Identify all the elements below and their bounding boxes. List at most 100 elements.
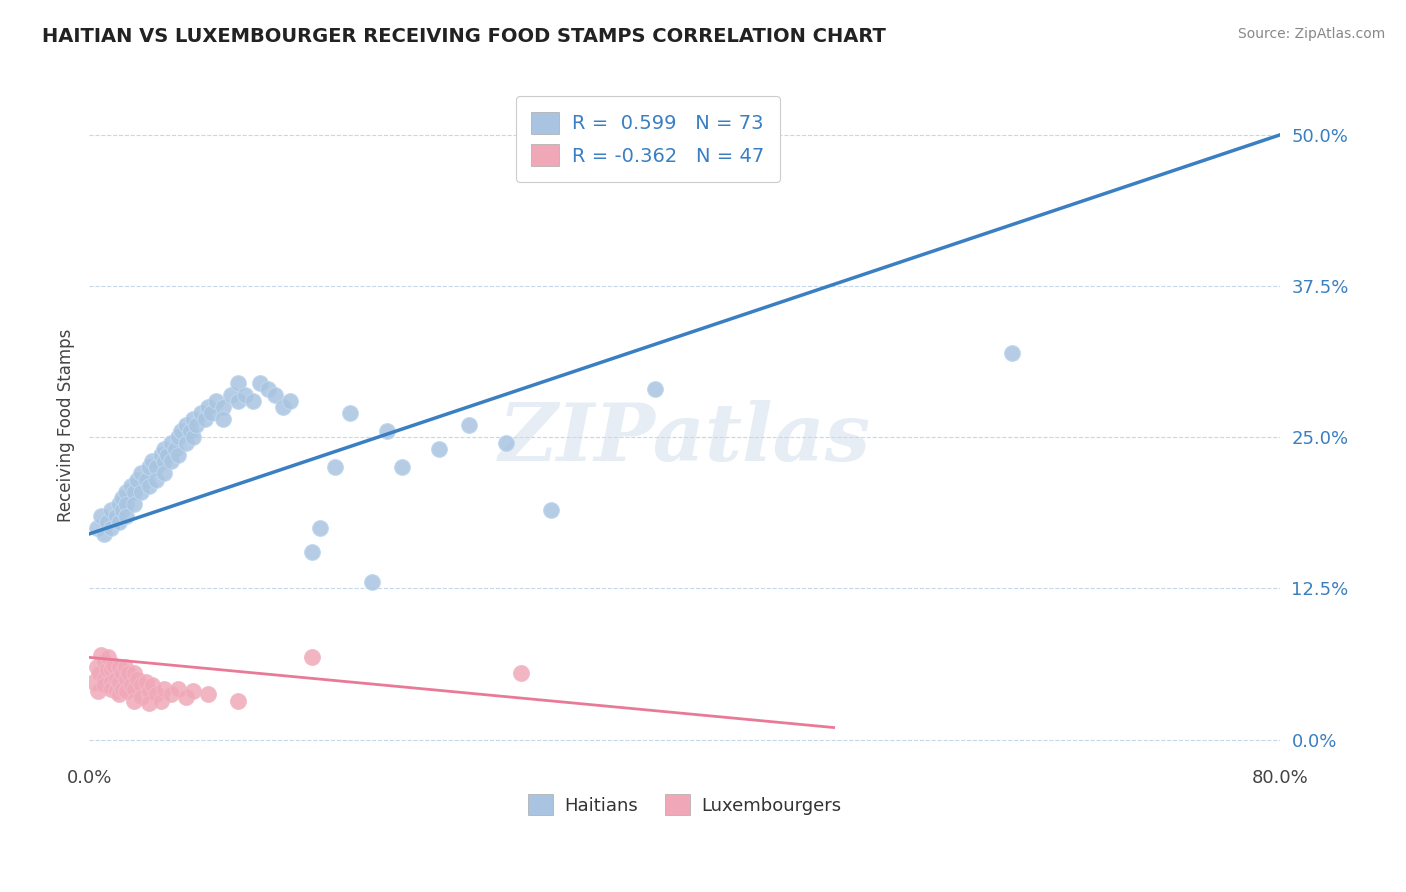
Point (179, 424, 201, 438)
Point (129, 678, 152, 692)
Point (138, 460, 160, 475)
Point (145, 473, 167, 487)
Point (226, 694, 249, 708)
Point (129, 467, 152, 481)
Point (256, 382, 278, 396)
Point (165, 442, 187, 457)
Point (138, 478, 160, 492)
Point (96, 515, 118, 529)
Point (1001, 345, 1024, 359)
Point (200, 406, 222, 420)
Point (174, 418, 197, 433)
Point (115, 684, 138, 698)
Point (145, 460, 167, 475)
Point (264, 388, 287, 402)
Point (644, 382, 666, 396)
Point (138, 684, 160, 698)
Legend: Haitians, Luxembourgers: Haitians, Luxembourgers (520, 788, 848, 822)
Point (160, 687, 183, 701)
Point (100, 521, 122, 535)
Point (301, 650, 323, 665)
Point (111, 666, 134, 681)
Point (87, 684, 110, 698)
Point (108, 515, 131, 529)
Point (90, 508, 112, 523)
Point (111, 491, 134, 505)
Point (115, 672, 138, 686)
Point (149, 448, 172, 462)
Point (100, 674, 122, 689)
Point (129, 690, 152, 705)
Point (114, 660, 136, 674)
Point (540, 502, 562, 516)
Point (83, 674, 105, 689)
Point (212, 400, 235, 414)
Point (96, 663, 118, 677)
Point (120, 678, 142, 692)
Point (271, 400, 294, 414)
Point (86, 521, 108, 535)
Point (152, 467, 174, 481)
Point (111, 681, 134, 696)
Point (235, 388, 257, 402)
Point (108, 674, 131, 689)
Point (427, 442, 450, 457)
Point (495, 436, 517, 450)
Text: Source: ZipAtlas.com: Source: ZipAtlas.com (1237, 27, 1385, 41)
Point (152, 681, 174, 696)
Point (108, 660, 131, 674)
Point (197, 687, 219, 701)
Point (181, 684, 204, 698)
Point (375, 424, 398, 438)
Point (115, 497, 138, 511)
Point (93, 654, 115, 668)
Point (204, 393, 226, 408)
Point (152, 454, 174, 468)
Point (155, 448, 177, 462)
Point (167, 681, 190, 696)
Point (301, 545, 323, 559)
Point (129, 484, 152, 499)
Point (197, 400, 219, 414)
Point (186, 418, 208, 433)
Point (361, 575, 384, 590)
Point (226, 376, 249, 390)
Point (167, 448, 190, 462)
Point (111, 502, 134, 516)
Point (509, 666, 531, 681)
Point (160, 436, 183, 450)
Point (117, 666, 139, 681)
Point (104, 508, 127, 523)
Point (93, 678, 115, 692)
Point (174, 690, 197, 705)
Point (86, 660, 108, 674)
Point (194, 412, 217, 426)
Point (138, 696, 160, 710)
Point (170, 424, 193, 438)
Point (141, 678, 163, 692)
Point (174, 436, 197, 450)
Point (160, 454, 183, 468)
Point (122, 484, 145, 499)
Point (219, 388, 242, 402)
Point (149, 694, 172, 708)
Point (226, 393, 249, 408)
Point (181, 430, 204, 444)
Point (125, 473, 148, 487)
Point (122, 681, 145, 696)
Point (93, 527, 115, 541)
Point (141, 454, 163, 468)
Point (122, 497, 145, 511)
Point (104, 684, 127, 698)
Y-axis label: Receiving Food Stamps: Receiving Food Stamps (58, 328, 75, 522)
Point (152, 442, 174, 457)
Point (309, 521, 332, 535)
Point (145, 687, 167, 701)
Point (457, 418, 479, 433)
Point (181, 412, 204, 426)
Point (115, 484, 138, 499)
Point (89, 666, 111, 681)
Point (100, 663, 122, 677)
Point (93, 672, 115, 686)
Point (190, 406, 212, 420)
